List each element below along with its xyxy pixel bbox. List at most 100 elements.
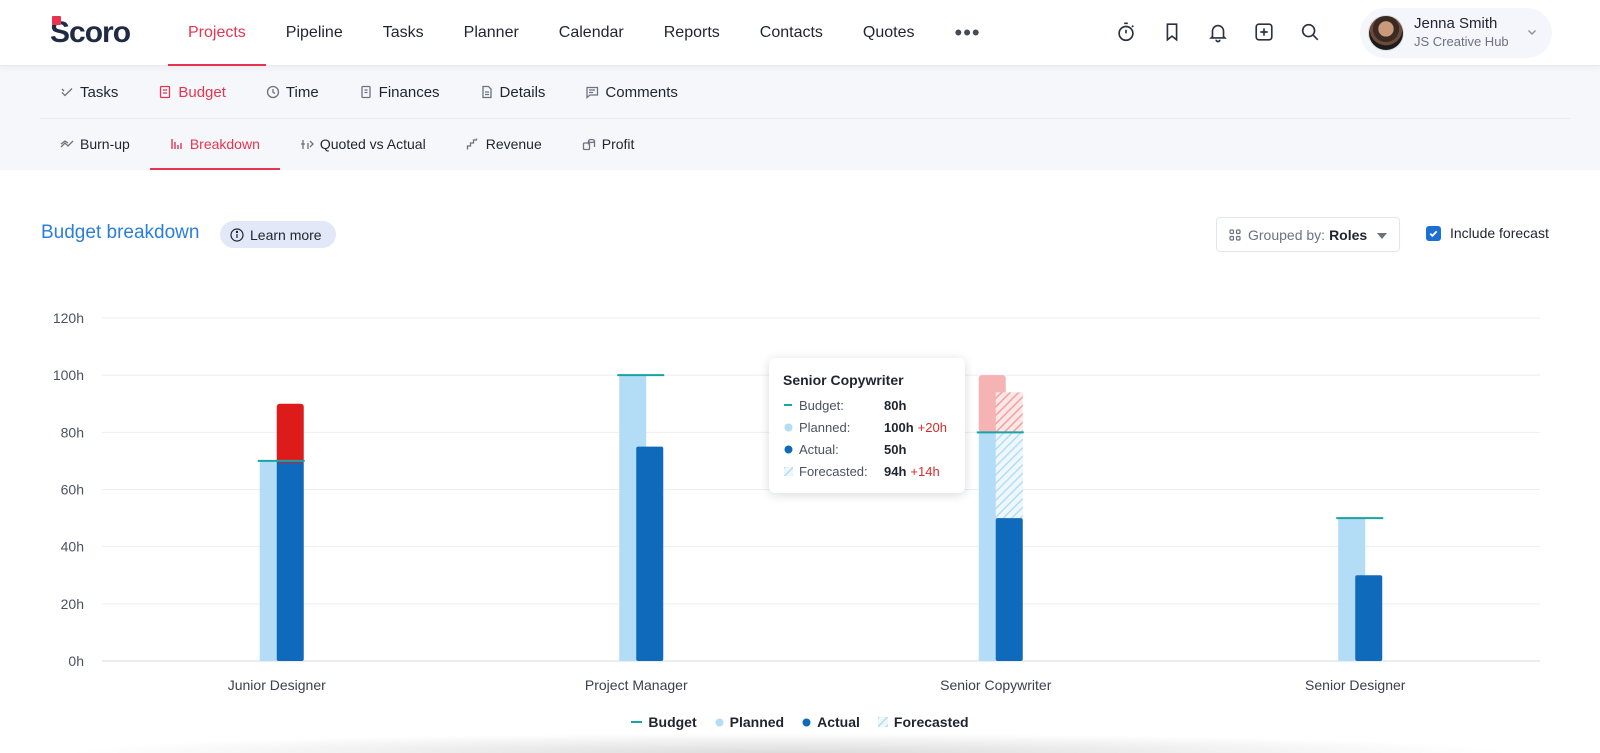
tooltip-row-budget: Budget: 80h <box>783 394 951 416</box>
project-subbar: Tasks Budget Time Finances Details Comme… <box>0 66 1600 170</box>
secondary-tabs: Burn-up Breakdown Quoted vs Actual Reven… <box>40 118 654 170</box>
forecast-over-bar <box>995 392 1023 433</box>
bookmark-icon[interactable] <box>1158 18 1186 46</box>
grouped-by-select[interactable]: Grouped by: Roles <box>1216 217 1400 252</box>
comment-icon <box>586 86 599 99</box>
primary-tabs: Tasks Budget Time Finances Details Comme… <box>40 66 698 118</box>
y-tick-label: 60h <box>61 482 84 498</box>
planned-dot-icon <box>783 423 793 432</box>
actual-bar <box>1355 575 1383 661</box>
actual-dot-icon <box>783 445 793 454</box>
actual-bar <box>995 518 1023 661</box>
check-icon <box>61 88 73 97</box>
profit-icon <box>582 138 595 151</box>
top-navigation: Scoro Projects Pipeline Tasks Planner Ca… <box>0 0 1600 66</box>
checkbox-checked-icon <box>1426 225 1441 241</box>
x-axis-labels: Junior Designer Project Manager Senior Cop… <box>228 677 1406 693</box>
clock-icon <box>266 85 280 99</box>
tab-budget[interactable]: Budget <box>138 66 246 118</box>
legend-forecasted[interactable]: Forecasted <box>877 714 969 730</box>
legend-budget[interactable]: Budget <box>631 714 697 730</box>
planned-dot-icon <box>715 718 724 726</box>
tooltip-row-actual: Actual: 50h <box>783 438 951 460</box>
tab-details[interactable]: Details <box>460 66 566 118</box>
actual-dot-icon <box>802 718 811 726</box>
tab-comments[interactable]: Comments <box>565 66 698 118</box>
grouped-value: Roles <box>1329 226 1368 243</box>
y-tick-label: 80h <box>61 424 84 440</box>
nav-quotes[interactable]: Quotes <box>862 24 915 41</box>
chart-title: Budget breakdown <box>41 222 200 243</box>
nav-tasks[interactable]: Tasks <box>382 24 424 41</box>
user-company: JS Creative Hub <box>1414 34 1509 49</box>
tooltip-row-planned: Planned: 100h +20h <box>783 416 951 438</box>
scoro-logo[interactable]: Scoro <box>50 16 131 49</box>
y-tick-label: 100h <box>53 367 84 383</box>
avatar <box>1368 15 1404 51</box>
nav-pipeline[interactable]: Pipeline <box>285 24 343 41</box>
grid-icon <box>1229 228 1241 241</box>
tab-breakdown[interactable]: Breakdown <box>149 118 280 170</box>
nav-reports[interactable]: Reports <box>663 24 720 41</box>
tooltip-title: Senior Copywriter <box>783 372 904 388</box>
user-name: Jenna Smith <box>1414 15 1498 32</box>
actual-over-bar <box>276 403 304 463</box>
nav-more-button[interactable]: ••• <box>954 20 981 45</box>
forecast-hatch-icon <box>783 466 793 476</box>
tab-quoted-vs-actual[interactable]: Quoted vs Actual <box>280 118 446 170</box>
timer-icon[interactable] <box>1112 18 1140 46</box>
burnup-icon <box>60 140 74 148</box>
y-tick-label: 120h <box>53 310 84 326</box>
caret-down-icon <box>1377 233 1387 239</box>
tab-time[interactable]: Time <box>246 66 339 118</box>
info-icon <box>230 227 244 242</box>
y-tick-label: 40h <box>61 539 84 555</box>
document-icon <box>481 85 492 99</box>
chart-legend: Budget Planned Actual Forecasted <box>0 714 1600 730</box>
actual-bar <box>636 446 664 661</box>
budget-line-icon <box>783 403 793 407</box>
user-menu[interactable]: Jenna Smith JS Creative Hub <box>1360 8 1552 58</box>
y-axis-ticks: 0h 20h 40h 60h 80h 100h 120h <box>53 310 84 669</box>
bars <box>257 374 1384 661</box>
forecast-bar <box>995 432 1023 519</box>
nav-contacts[interactable]: Contacts <box>759 24 823 41</box>
nav-calendar[interactable]: Calendar <box>558 24 624 41</box>
tab-burn-up[interactable]: Burn-up <box>40 118 150 170</box>
logo-text: Scoro <box>50 16 131 49</box>
nav-planner[interactable]: Planner <box>463 24 519 41</box>
add-icon[interactable] <box>1250 18 1278 46</box>
x-tick-label: Project Manager <box>585 677 688 693</box>
legend-actual[interactable]: Actual <box>802 714 860 730</box>
revenue-icon <box>466 138 477 150</box>
x-tick-label: Senior Copywriter <box>940 677 1052 693</box>
bars-icon <box>171 139 182 149</box>
actual-bar <box>276 460 304 661</box>
chart-tooltip: Senior Copywriter Budget: 80h Planned: 1… <box>769 358 965 493</box>
main-nav: Projects Pipeline Tasks Planner Calendar… <box>168 0 1001 66</box>
logo-mark-icon <box>52 16 61 25</box>
budget-icon <box>160 85 171 99</box>
legend-planned[interactable]: Planned <box>715 714 784 730</box>
x-tick-label: Senior Designer <box>1305 677 1406 693</box>
budget-breakdown-chart: 0h 20h 40h 60h 80h 100h 120h Junior Designer Pr… <box>53 310 1540 693</box>
x-tick-label: Junior Designer <box>228 677 326 693</box>
tab-finances[interactable]: Finances <box>339 66 460 118</box>
coins-icon <box>361 85 371 99</box>
search-icon[interactable] <box>1296 18 1324 46</box>
y-tick-label: 20h <box>61 596 84 612</box>
quoted-icon <box>300 140 314 149</box>
tab-tasks[interactable]: Tasks <box>40 66 138 118</box>
bell-icon[interactable] <box>1204 18 1232 46</box>
grouped-label: Grouped by: <box>1248 226 1326 243</box>
nav-projects[interactable]: Projects <box>168 0 266 66</box>
learn-more-button[interactable]: Learn more <box>220 221 336 248</box>
chevron-down-icon <box>1528 30 1536 35</box>
top-icons <box>1112 18 1324 46</box>
tab-revenue[interactable]: Revenue <box>446 118 562 170</box>
tooltip-row-forecasted: Forecasted: 94h +14h <box>783 460 951 482</box>
budget-line-icon <box>631 721 643 723</box>
include-forecast-checkbox[interactable]: Include forecast <box>1426 225 1549 241</box>
y-tick-label: 0h <box>68 653 84 669</box>
tab-profit[interactable]: Profit <box>562 118 655 170</box>
